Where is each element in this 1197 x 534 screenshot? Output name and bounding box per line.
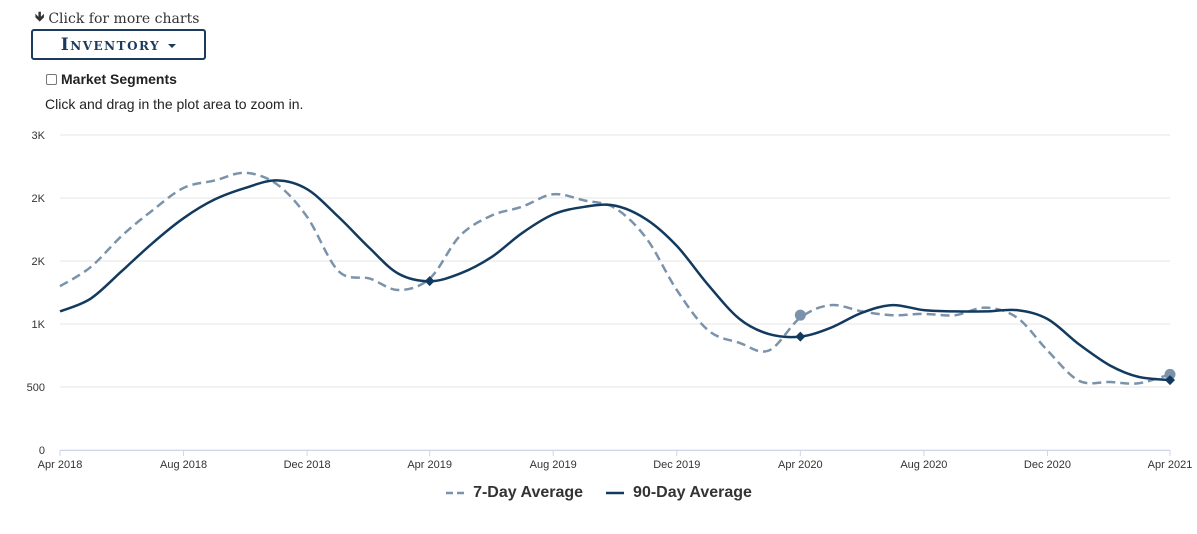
legend-item-7-day[interactable]: 7-Day Average [445, 484, 583, 502]
point-marker-7-day [794, 309, 806, 321]
y-tick-label: 1K [32, 319, 46, 331]
caret-down-icon [168, 43, 177, 48]
point-marker-90-day [795, 331, 806, 342]
x-tick-label: Apr 2021 [1148, 459, 1193, 471]
y-axis: 0 500 1K 2K 2K 3K [27, 130, 46, 457]
market-segments-toggle[interactable]: Market Segments [46, 71, 177, 87]
y-tick-label: 0 [39, 445, 45, 457]
x-tick-label: Dec 2018 [284, 459, 331, 471]
chart-series [59, 171, 1171, 385]
x-axis: Apr 2018 Aug 2018 Dec 2018 Apr 2019 Aug 2019… [38, 450, 1193, 471]
chart-legend: 7-Day Average 90-Day Average [0, 484, 1197, 502]
x-tick-label: Dec 2020 [1024, 459, 1071, 471]
x-tick-label: Aug 2018 [160, 459, 207, 471]
y-tick-label: 3K [32, 130, 46, 142]
arrow-down-icon: 🡻 [35, 10, 45, 25]
x-tick-label: Aug 2020 [900, 459, 947, 471]
x-tick-label: Dec 2019 [653, 459, 700, 471]
x-tick-label: Aug 2019 [530, 459, 577, 471]
chart-type-dropdown[interactable]: Inventory [31, 29, 206, 60]
more-charts-label: Click for more charts [48, 11, 200, 27]
x-tick-label: Apr 2018 [38, 459, 83, 471]
chart-markers [424, 276, 1176, 386]
legend-label-90-day: 90-Day Average [633, 484, 752, 501]
point-marker-90-day [424, 276, 435, 287]
market-segments-checkbox[interactable] [46, 73, 57, 85]
point-marker-7-day [1164, 368, 1176, 380]
x-tick-label: Apr 2019 [407, 459, 452, 471]
series-line-90-day [59, 179, 1171, 382]
market-segments-label: Market Segments [61, 71, 177, 87]
y-tick-label: 500 [27, 382, 45, 394]
y-tick-label: 2K [32, 256, 46, 268]
x-tick-label: Apr 2020 [778, 459, 823, 471]
dashed-line-icon [446, 491, 465, 495]
chart-grid [60, 134, 1170, 451]
zoom-instructions: Click and drag in the plot area to zoom … [45, 96, 304, 112]
y-tick-label: 2K [32, 193, 46, 205]
legend-item-90-day[interactable]: 90-Day Average [605, 484, 752, 502]
dropdown-label: Inventory [60, 34, 161, 55]
point-marker-90-day [1165, 375, 1175, 386]
more-charts-link[interactable]: 🡻 Click for more charts [35, 8, 199, 30]
series-line-7-day [59, 171, 1171, 385]
legend-label-7-day: 7-Day Average [473, 484, 584, 501]
solid-line-icon [606, 491, 625, 495]
